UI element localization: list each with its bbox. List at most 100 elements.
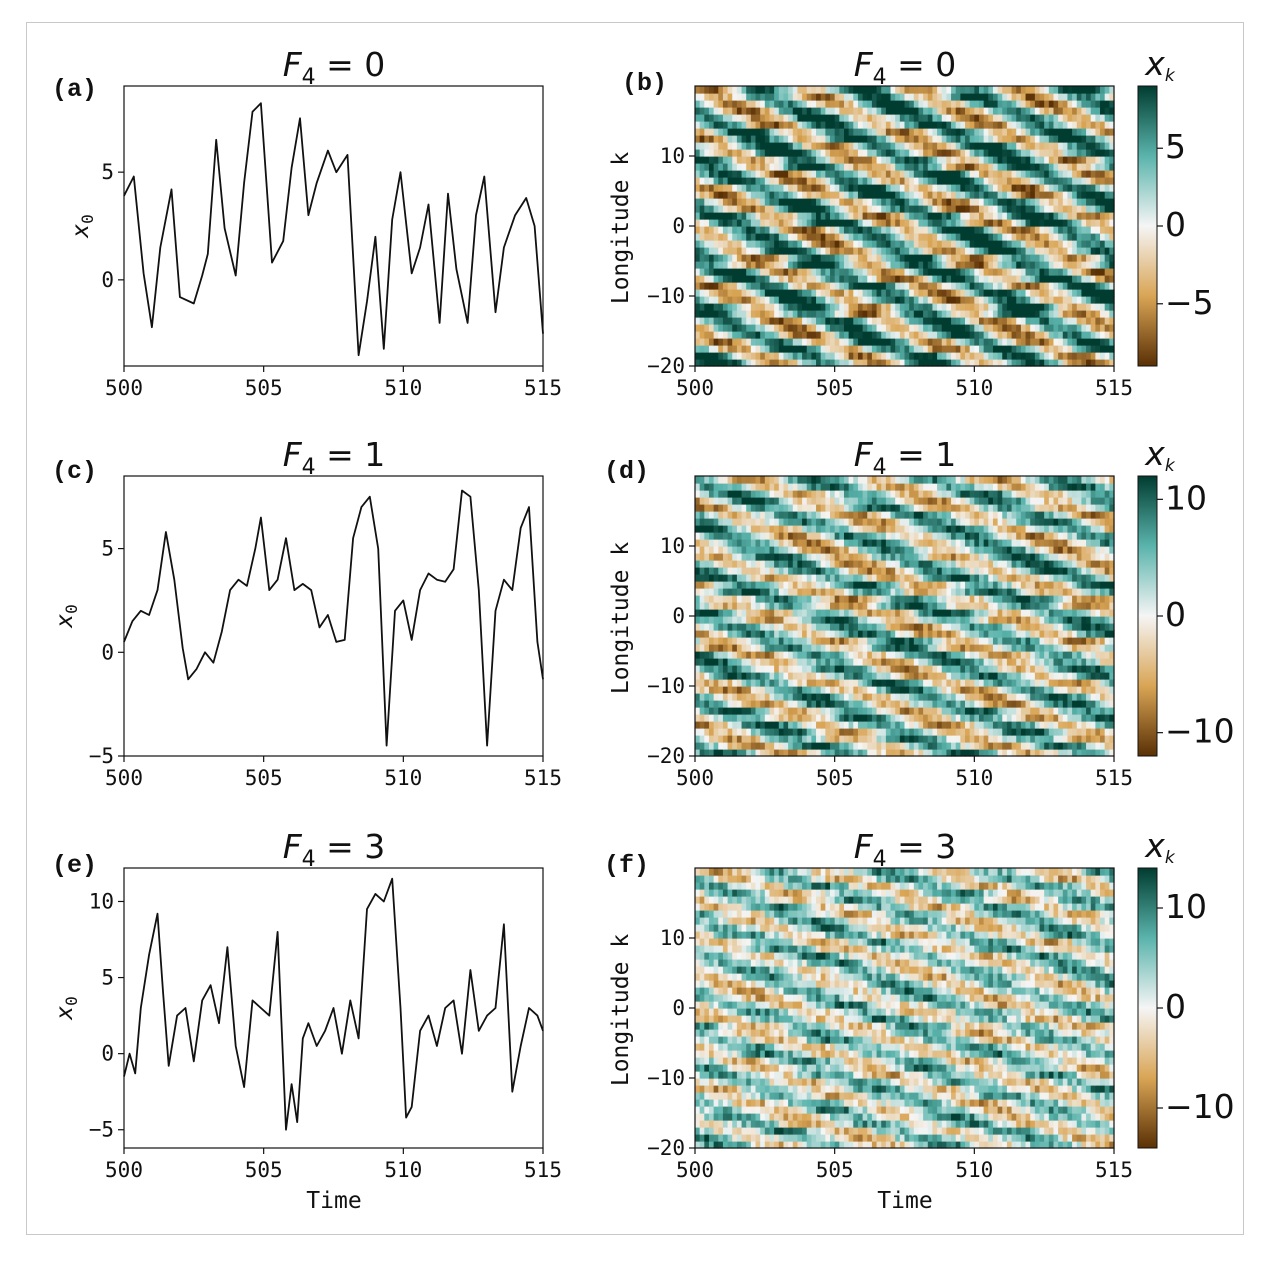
heatmap-cell	[853, 303, 859, 311]
heatmap-cell	[825, 707, 831, 715]
heatmap-cell	[969, 742, 975, 750]
heatmap-cell	[1067, 338, 1073, 346]
heatmap-cell	[853, 665, 859, 673]
heatmap-cell	[741, 149, 747, 157]
heatmap-cell	[955, 658, 961, 666]
heatmap-cell	[1109, 93, 1115, 101]
heatmap-cell	[788, 324, 794, 332]
heatmap-cell	[978, 735, 985, 743]
heatmap-cell	[927, 121, 934, 129]
heatmap-cell	[760, 86, 766, 94]
heatmap-cell	[913, 742, 920, 750]
heatmap-cell	[1062, 359, 1069, 367]
heatmap-cell	[857, 714, 864, 722]
heatmap-cell	[699, 254, 705, 262]
heatmap-cell	[1006, 672, 1013, 680]
heatmap-cell	[997, 310, 1003, 318]
heatmap-cell	[1076, 282, 1083, 290]
heatmap-cell	[1016, 658, 1022, 666]
heatmap-cell	[727, 205, 733, 213]
heatmap-cell	[927, 686, 934, 694]
heatmap-cell	[867, 651, 873, 659]
heatmap-cell	[1044, 219, 1050, 227]
heatmap-cell	[1044, 254, 1050, 262]
heatmap-cell	[1020, 247, 1027, 255]
heatmap-cell	[960, 331, 966, 339]
heatmap-cell	[722, 352, 729, 360]
heatmap-cell	[843, 156, 850, 164]
heatmap-cell	[750, 331, 757, 339]
heatmap-cell	[825, 184, 831, 192]
heatmap-cell	[816, 100, 822, 108]
heatmap-cell	[1011, 310, 1017, 318]
heatmap-cell	[853, 247, 859, 255]
heatmap-cell	[848, 310, 854, 318]
heatmap-cell	[927, 170, 934, 178]
heatmap-cell	[755, 359, 761, 367]
heatmap-cell	[1020, 93, 1027, 101]
heatmap-cell	[988, 686, 994, 694]
heatmap-cell	[937, 707, 943, 715]
heatmap-cell	[937, 317, 943, 325]
heatmap-cell	[1067, 352, 1073, 360]
heatmap-cell	[1016, 170, 1022, 178]
heatmap-cell	[1067, 324, 1073, 332]
heatmap-cell	[1062, 686, 1069, 694]
heatmap-cell	[955, 86, 961, 94]
heatmap-cell	[913, 86, 920, 94]
heatmap-cell	[820, 261, 826, 269]
heatmap-cell	[839, 128, 845, 136]
heatmap-cell	[1090, 707, 1096, 715]
heatmap-cell	[736, 672, 743, 680]
heatmap-cell	[913, 184, 920, 192]
heatmap-cell	[755, 107, 761, 115]
heatmap-cell	[830, 310, 836, 318]
heatmap-cell	[704, 205, 710, 213]
heatmap-cell	[853, 735, 859, 743]
heatmap-cell	[1072, 198, 1078, 206]
heatmap-cell	[732, 324, 738, 332]
heatmap-cell	[1016, 359, 1022, 367]
heatmap-cell	[774, 212, 780, 220]
heatmap-cell	[778, 184, 785, 192]
heatmap-cell	[1095, 310, 1101, 318]
heatmap-cell	[783, 700, 789, 708]
heatmap-cell	[1058, 317, 1064, 325]
heatmap-cell	[732, 700, 738, 708]
heatmap-cell	[1104, 261, 1110, 269]
heatmap-cell	[927, 721, 934, 729]
heatmap-cell	[746, 317, 752, 325]
heatmap-cell	[699, 226, 705, 234]
heatmap-cell	[1039, 219, 1045, 227]
heatmap-cell	[881, 93, 887, 101]
heatmap-cell	[946, 114, 952, 122]
heatmap-cell	[881, 721, 887, 729]
heatmap-cell	[895, 184, 901, 192]
heatmap-cell	[755, 254, 761, 262]
heatmap-cell	[718, 338, 724, 346]
heatmap-cell	[937, 735, 943, 743]
heatmap-cell	[1062, 86, 1069, 94]
heatmap-cell	[890, 749, 896, 757]
heatmap-cell	[1025, 93, 1031, 101]
heatmap-cell	[927, 114, 934, 122]
heatmap-cell	[1072, 282, 1078, 290]
heatmap-cell	[774, 170, 780, 178]
heatmap-cell	[1030, 714, 1036, 722]
heatmap-cell	[978, 247, 985, 255]
heatmap-cell	[876, 114, 882, 122]
heatmap-cell	[746, 658, 752, 666]
heatmap-cell	[885, 142, 892, 150]
heatmap-cell	[927, 100, 934, 108]
heatmap-cell	[969, 665, 975, 673]
heatmap-cell	[1030, 721, 1036, 729]
heatmap-cell	[946, 254, 952, 262]
heatmap-cell	[918, 359, 924, 367]
heatmap-cell	[927, 226, 934, 234]
heatmap-cell	[713, 282, 719, 290]
heatmap-cell	[806, 345, 812, 353]
heatmap-cell	[992, 226, 999, 234]
heatmap-cell	[983, 679, 989, 687]
heatmap-cell	[978, 107, 985, 115]
heatmap-cell	[862, 149, 868, 157]
